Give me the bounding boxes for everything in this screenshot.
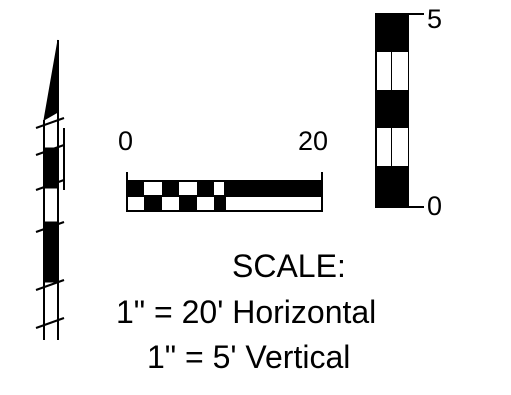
horizontal-scale-bar (126, 172, 323, 212)
vertical-scale-text: 1" = 5' Vertical (147, 339, 351, 375)
rod-dark-segment-2 (44, 221, 58, 283)
rod-tick-4 (35, 221, 65, 233)
rod-tick-1 (35, 117, 65, 129)
hscale-start-label: 0 (118, 126, 134, 156)
hbar-block-b2 (179, 196, 197, 211)
hbar-block-t1 (127, 181, 144, 196)
arrow-head (43, 39, 59, 121)
vbar-block-3 (377, 166, 392, 207)
hbar-block-t2 (162, 181, 179, 196)
vbar-solid-side (392, 14, 408, 207)
hbar-solid-segment (225, 181, 322, 196)
vbar-block-2 (377, 90, 392, 128)
vscale-bottom-label: 0 (427, 191, 443, 221)
rod-dark-segment-1 (44, 147, 58, 189)
vscale-top-label: 5 (427, 4, 443, 34)
rod-tick-6 (35, 317, 65, 329)
vertical-scale-bar (375, 13, 424, 208)
rod-tick-3 (35, 179, 65, 191)
scale-title: SCALE: (232, 248, 346, 284)
vbar-gap-1 (392, 52, 408, 90)
hbar-block-b1 (144, 196, 162, 211)
vbar-gap-2 (392, 128, 408, 166)
north-arrow-graphic (35, 39, 65, 340)
horizontal-scale-text: 1" = 20' Horizontal (116, 294, 377, 330)
hscale-end-label: 20 (298, 126, 329, 156)
vbar-block-1 (377, 14, 392, 52)
rod-tick-2 (35, 144, 65, 156)
rod-tick-5 (35, 279, 65, 291)
hbar-block-t3 (197, 181, 214, 196)
hbar-block-b3 (214, 196, 225, 211)
